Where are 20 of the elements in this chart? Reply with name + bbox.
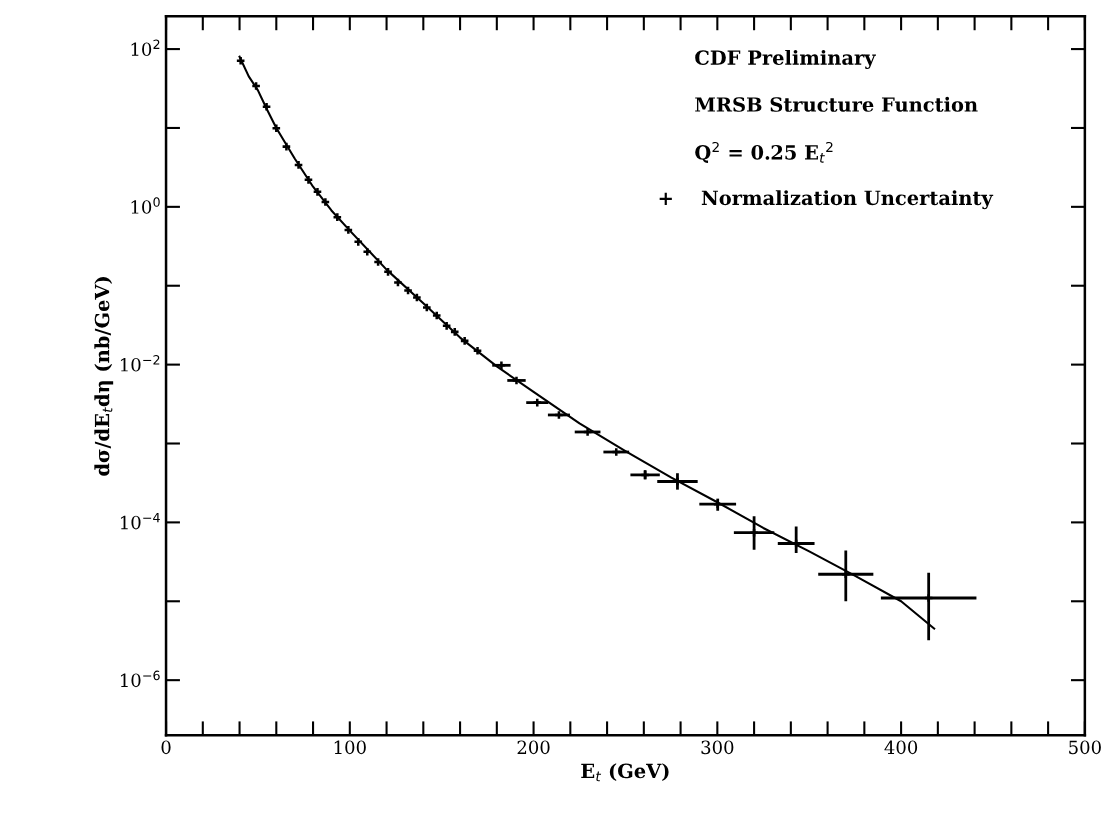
y-tick-label: 10$^{0}$ <box>131 197 160 214</box>
y-tick-label: 10$^{−2}$ <box>120 355 160 372</box>
y-tick-label: 10$^{−4}$ <box>120 513 160 530</box>
point <box>924 594 933 602</box>
annotation: + Normalization Uncertainty <box>659 190 994 210</box>
y-axis-title: dσ/dE$_{t}$dη (nb/GeV) <box>94 277 114 476</box>
x-tick-label: 500 <box>1069 740 1101 755</box>
point <box>750 528 758 537</box>
x-tick-label: 400 <box>884 740 918 755</box>
annotation: CDF Preliminary <box>695 49 876 70</box>
x-axis-title: E$_{t}$ (GeV) <box>581 763 669 782</box>
x-tick-label: 200 <box>517 740 550 755</box>
y-tick-label: 10$^{2}$ <box>131 39 160 57</box>
annotation: Q$^{2}$ = 0.25 E$_{t}$$^{2}$ <box>695 141 833 163</box>
annotation: MRSB Structure Function <box>695 96 978 112</box>
x-tick-label: 0 <box>161 740 171 755</box>
x-tick-label: 300 <box>701 740 734 755</box>
point <box>841 570 850 579</box>
x-tick-label: 100 <box>334 740 366 755</box>
y-tick-label: 10$^{−6}$ <box>120 670 160 688</box>
